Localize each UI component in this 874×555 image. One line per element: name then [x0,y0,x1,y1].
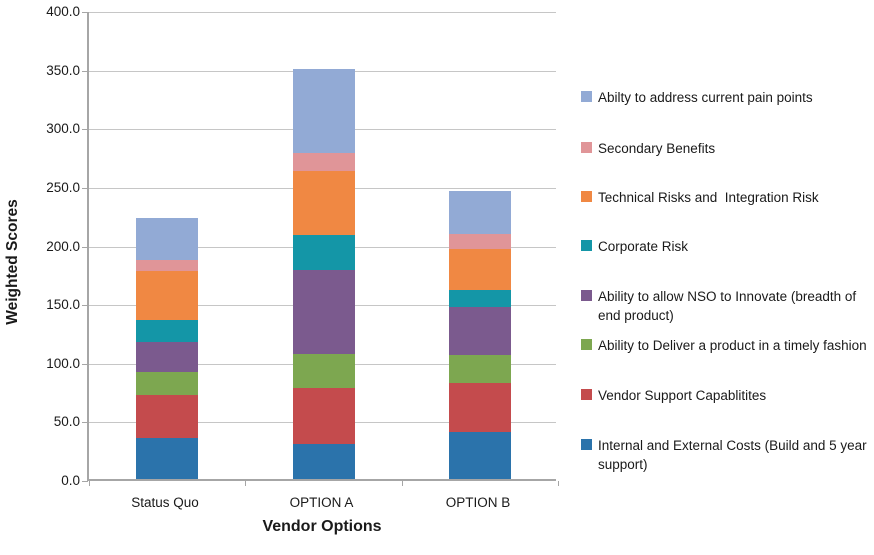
x-tick-mark [245,481,247,486]
y-tick-label: 50.0 [53,414,80,430]
y-tick-label: 100.0 [46,355,80,371]
legend-label: Internal and External Costs (Build and 5… [598,438,871,472]
plot-area [82,12,559,486]
y-tick-label: 400.0 [46,4,80,19]
legend-swatch-icon [581,91,592,102]
legend-item: Abilty to address current pain points [581,88,871,107]
bar-segment [449,432,511,479]
bar-segment [292,353,355,388]
legend-swatch-icon [581,142,592,153]
y-tick-mark [82,187,88,189]
legend-item: Ability to Deliver a product in a timely… [581,336,871,355]
x-category-label: OPTION B [445,495,511,510]
bar-segment [136,341,198,373]
gridline [89,12,556,13]
legend-label: Technical Risks and Integration Risk [598,190,819,205]
y-tick-label: 250.0 [46,179,80,195]
legend-swatch-icon [581,439,592,450]
bar-segment [449,306,511,355]
x-tick-mark [89,481,90,486]
bar-segment [449,354,511,383]
bar-segment [292,235,355,271]
bar-segment [292,270,355,354]
legend-label: Ability to Deliver a product in a timely… [598,338,867,353]
y-tick-label: 350.0 [46,62,80,78]
bar-segment [292,443,355,479]
legend-item: Corporate Risk [581,237,871,256]
legend-item: Secondary Benefits [581,139,871,158]
legend-label: Secondary Benefits [598,141,716,156]
bar-segment [449,249,511,291]
bar-segment [292,387,355,444]
legend-swatch-icon [581,389,592,400]
bar-segment [136,372,198,395]
legend-item: Technical Risks and Integration Risk [581,188,871,207]
bar-segment [292,68,355,154]
legend-label: Abilty to address current pain points [598,90,813,105]
bar-segment [136,394,198,438]
bar-segment [136,437,198,479]
legend-label: Vendor Support Capablitites [598,388,767,403]
legend-swatch-icon [581,290,592,301]
y-tick-mark [82,12,88,13]
legend-label: Corporate Risk [598,239,689,254]
legend-item: Vendor Support Capablitites [581,386,871,405]
x-category-label: OPTION A [289,495,354,510]
legend-item: Internal and External Costs (Build and 5… [581,436,871,474]
bar-segment [292,153,355,171]
bar-segment [136,259,198,272]
legend-swatch-icon [581,191,592,202]
x-category-label: Status Quo [131,495,199,510]
bar-segment [449,190,511,234]
bar-segment [136,271,198,320]
x-axis-title: Vendor Options [262,518,382,535]
y-tick-mark [82,305,88,307]
y-tick-label: 300.0 [46,121,80,137]
y-tick-label: 200.0 [46,238,80,254]
bar-segment [449,382,511,433]
y-tick-mark [82,363,88,365]
y-tick-mark [82,70,88,72]
y-tick-label: 150.0 [46,297,80,313]
x-tick-mark [558,481,559,486]
bar-segment [136,217,198,260]
y-tick-mark [82,422,88,424]
legend-swatch-icon [581,240,592,251]
y-tick-mark [82,129,88,131]
y-tick-label: 0.0 [61,473,80,488]
bar-segment [449,290,511,307]
legend-item: Ability to allow NSO to Innovate (breadt… [581,287,871,325]
legend-label: Ability to allow NSO to Innovate (breadt… [598,289,860,323]
y-tick-mark [82,481,88,482]
bar-segment [292,170,355,236]
x-tick-mark [401,481,403,486]
bar-segment [449,233,511,250]
bar-segment [136,319,198,342]
y-tick-mark [82,246,88,248]
legend-swatch-icon [581,339,592,350]
